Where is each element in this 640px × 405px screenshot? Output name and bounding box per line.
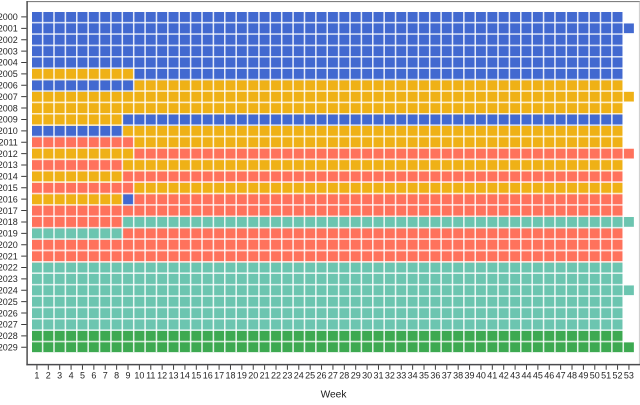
svg-text:53: 53 — [624, 371, 634, 381]
svg-text:26: 26 — [317, 371, 327, 381]
svg-text:50: 50 — [590, 371, 600, 381]
svg-text:52: 52 — [613, 371, 623, 381]
svg-text:Week: Week — [321, 390, 348, 401]
svg-text:36: 36 — [430, 371, 440, 381]
svg-text:10: 10 — [134, 371, 144, 381]
svg-text:24: 24 — [294, 371, 304, 381]
svg-text:14: 14 — [180, 371, 190, 381]
svg-text:8: 8 — [114, 371, 119, 381]
svg-text:2002: 2002 — [0, 35, 18, 45]
svg-text:20: 20 — [248, 371, 258, 381]
svg-text:30: 30 — [362, 371, 372, 381]
svg-text:9: 9 — [125, 371, 130, 381]
svg-text:28: 28 — [339, 371, 349, 381]
svg-text:33: 33 — [396, 371, 406, 381]
svg-text:2029: 2029 — [0, 342, 18, 352]
svg-text:39: 39 — [465, 371, 475, 381]
svg-text:16: 16 — [203, 371, 213, 381]
svg-text:2000: 2000 — [0, 12, 18, 22]
svg-text:2009: 2009 — [0, 115, 18, 125]
svg-text:2020: 2020 — [0, 240, 18, 250]
svg-text:2017: 2017 — [0, 206, 18, 216]
svg-text:25: 25 — [305, 371, 315, 381]
svg-text:5: 5 — [80, 371, 85, 381]
svg-text:4: 4 — [69, 371, 74, 381]
svg-text:43: 43 — [510, 371, 520, 381]
svg-text:2019: 2019 — [0, 229, 18, 239]
svg-text:42: 42 — [499, 371, 509, 381]
svg-text:2026: 2026 — [0, 308, 18, 318]
svg-text:2004: 2004 — [0, 58, 18, 68]
svg-text:2024: 2024 — [0, 285, 18, 295]
svg-text:40: 40 — [476, 371, 486, 381]
svg-text:29: 29 — [351, 371, 361, 381]
svg-text:2007: 2007 — [0, 92, 18, 102]
svg-text:48: 48 — [567, 371, 577, 381]
svg-text:22: 22 — [271, 371, 281, 381]
svg-text:47: 47 — [556, 371, 566, 381]
svg-text:2010: 2010 — [0, 126, 18, 136]
svg-text:38: 38 — [453, 371, 463, 381]
svg-text:2028: 2028 — [0, 331, 18, 341]
svg-text:2023: 2023 — [0, 274, 18, 284]
svg-text:51: 51 — [601, 371, 611, 381]
svg-text:27: 27 — [328, 371, 338, 381]
svg-text:6: 6 — [91, 371, 96, 381]
svg-text:21: 21 — [260, 371, 270, 381]
svg-text:7: 7 — [103, 371, 108, 381]
svg-text:2006: 2006 — [0, 80, 18, 90]
svg-text:2008: 2008 — [0, 103, 18, 113]
svg-text:2025: 2025 — [0, 297, 18, 307]
svg-text:32: 32 — [385, 371, 395, 381]
svg-text:2021: 2021 — [0, 251, 18, 261]
svg-text:2027: 2027 — [0, 320, 18, 330]
svg-text:46: 46 — [544, 371, 554, 381]
svg-text:23: 23 — [282, 371, 292, 381]
svg-text:35: 35 — [419, 371, 429, 381]
svg-text:34: 34 — [408, 371, 418, 381]
svg-text:2005: 2005 — [0, 69, 18, 79]
svg-text:2015: 2015 — [0, 183, 18, 193]
svg-text:3: 3 — [57, 371, 62, 381]
svg-text:2022: 2022 — [0, 263, 18, 273]
svg-text:45: 45 — [533, 371, 543, 381]
svg-text:31: 31 — [373, 371, 383, 381]
svg-text:15: 15 — [191, 371, 201, 381]
svg-text:49: 49 — [578, 371, 588, 381]
svg-text:11: 11 — [146, 371, 155, 381]
svg-text:12: 12 — [157, 371, 167, 381]
svg-text:1: 1 — [34, 371, 39, 381]
svg-text:41: 41 — [487, 371, 497, 381]
svg-text:44: 44 — [521, 371, 531, 381]
svg-text:19: 19 — [237, 371, 247, 381]
svg-text:13: 13 — [169, 371, 179, 381]
svg-text:2012: 2012 — [0, 149, 18, 159]
svg-text:17: 17 — [214, 371, 224, 381]
svg-text:2: 2 — [46, 371, 51, 381]
svg-text:2016: 2016 — [0, 194, 18, 204]
svg-text:2018: 2018 — [0, 217, 18, 227]
svg-text:2013: 2013 — [0, 160, 18, 170]
svg-text:2011: 2011 — [0, 137, 18, 147]
svg-text:2014: 2014 — [0, 172, 18, 182]
svg-text:2001: 2001 — [0, 24, 18, 34]
svg-text:37: 37 — [442, 371, 452, 381]
svg-text:2003: 2003 — [0, 46, 18, 56]
svg-text:18: 18 — [225, 371, 235, 381]
